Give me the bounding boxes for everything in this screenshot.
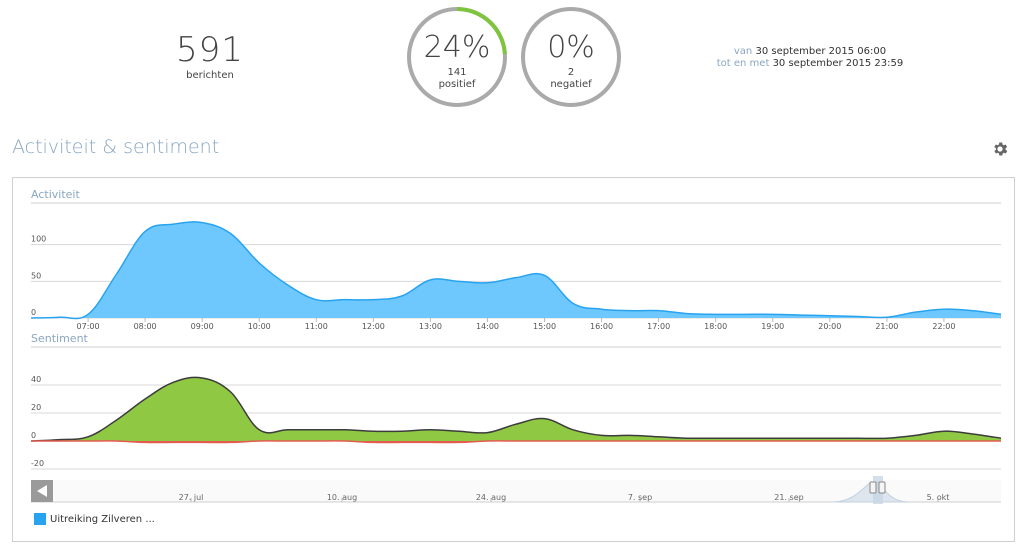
navigator-tick: 7. sep <box>628 493 652 502</box>
message-count: 591 berichten <box>150 30 270 81</box>
sentiment-y-tick: 40 <box>31 375 41 384</box>
positive-percentage: 24% <box>423 30 491 65</box>
navigator: 27. jul 10. aug 24. aug 7. sep 21. sep 5. okt <box>31 476 1001 504</box>
legend-label: Uitreiking Zilveren ... <box>50 513 155 525</box>
activity-x-tick: 19:00 <box>761 322 784 331</box>
date-range[interactable]: van 30 september 2015 06:00 tot en met 3… <box>640 46 980 70</box>
activity-x-tick: 11:00 <box>305 322 328 331</box>
negative-gauge: 0% 2 negatief <box>519 5 623 109</box>
positive-count: 141 <box>447 67 467 78</box>
sentiment-y-tick: 0 <box>31 431 36 440</box>
sentiment-title: Sentiment <box>31 332 89 345</box>
chart-canvas: Activiteit 0 50 100 07:00 08:00 09:00 10:00 11:0… <box>30 188 1002 504</box>
date-to-label: tot en met <box>716 58 770 69</box>
date-from-value: 30 september 2015 06:00 <box>755 46 887 57</box>
navigator-scroll-left-button[interactable] <box>31 480 53 502</box>
activity-x-tick: 14:00 <box>476 322 499 331</box>
activity-x-tick: 22:00 <box>932 322 955 331</box>
activity-x-tick: 10:00 <box>248 322 271 331</box>
activity-x-tick: 08:00 <box>134 322 157 331</box>
activity-x-tick: 13:00 <box>419 322 442 331</box>
legend-item[interactable]: Uitreiking Zilveren ... <box>34 513 155 525</box>
navigator-tick: 5. okt <box>927 493 950 502</box>
activity-y-tick: 100 <box>31 235 46 244</box>
negative-label: negatief <box>550 79 592 90</box>
activity-x-tick: 09:00 <box>191 322 214 331</box>
negative-gauge-track <box>521 7 621 107</box>
negative-percentage: 0% <box>547 30 595 65</box>
gear-icon[interactable] <box>991 140 1009 158</box>
activity-y-tick: 0 <box>31 308 36 317</box>
date-to-value: 30 september 2015 23:59 <box>772 58 904 69</box>
activity-title: Activiteit <box>31 188 80 201</box>
sentiment-y-tick: 20 <box>31 403 41 412</box>
navigator-handle-left[interactable] <box>869 481 877 494</box>
activity-x-tick: 18:00 <box>704 322 727 331</box>
message-count-label: berichten <box>186 70 234 81</box>
activity-series-line-0 <box>30 221 1002 320</box>
sentiment-chart: Sentiment -20 0 20 40 <box>30 332 1002 470</box>
negative-count: 2 <box>567 67 575 78</box>
sentiment-series-line-1 <box>31 440 1001 444</box>
activity-x-tick: 20:00 <box>818 322 841 331</box>
sentiment-y-tick: -20 <box>31 459 44 468</box>
date-from-label: van <box>733 46 753 57</box>
positive-label: positief <box>438 79 476 90</box>
sentiment-series-line-0 <box>30 376 1002 442</box>
navigator-tick: 24. aug <box>476 493 506 502</box>
activity-sentiment-chart: Activiteit 0 50 100 07:00 08:00 09:00 10:00 11:0… <box>12 177 1015 542</box>
activity-x-tick: 21:00 <box>875 322 898 331</box>
positive-gauge-arc <box>456 7 507 55</box>
activity-series-area-0 <box>31 221 1001 319</box>
activity-chart: Activiteit 0 50 100 07:00 08:00 09:00 10:00 11:0… <box>30 188 1002 331</box>
navigator-tick: 27. jul <box>179 493 204 502</box>
sentiment-series-area-0 <box>31 377 1001 441</box>
chevron-left-icon <box>37 485 47 497</box>
activity-x-tick: 17:00 <box>647 322 670 331</box>
activity-x-tick: 16:00 <box>590 322 613 331</box>
navigator-tick: 21. sep <box>774 493 803 502</box>
activity-x-tick: 12:00 <box>362 322 385 331</box>
navigator-selection[interactable] <box>873 476 883 504</box>
activity-x-tick: 15:00 <box>533 322 556 331</box>
navigator-handle-right[interactable] <box>878 481 886 494</box>
message-count-value: 591 <box>176 30 244 70</box>
legend-swatch <box>34 513 46 525</box>
positive-gauge: 24% 141 positief <box>405 5 509 109</box>
activity-x-tick: 07:00 <box>77 322 100 331</box>
activity-y-tick: 50 <box>31 271 41 280</box>
navigator-track <box>31 480 1001 502</box>
navigator-tick: 10. aug <box>327 493 357 502</box>
section-title: Activiteit & sentiment <box>12 136 220 158</box>
